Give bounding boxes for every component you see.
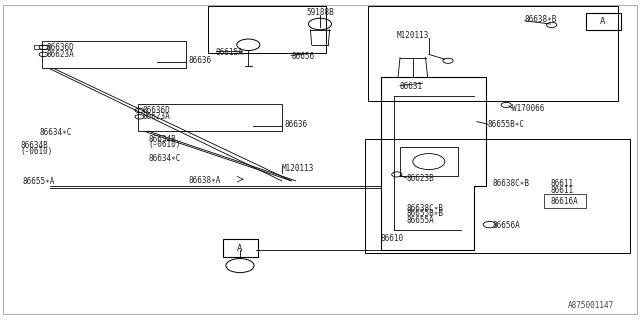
- Bar: [368, 6, 618, 101]
- Text: 86638∗A: 86638∗A: [189, 176, 221, 185]
- Text: 86634B: 86634B: [148, 135, 176, 144]
- Text: 86631: 86631: [400, 82, 423, 91]
- Text: 86610: 86610: [381, 234, 404, 243]
- Text: 86655A: 86655A: [406, 216, 434, 225]
- Text: 86636: 86636: [189, 56, 212, 65]
- Text: A875001147: A875001147: [568, 301, 614, 310]
- Text: 86638C∗B: 86638C∗B: [406, 204, 444, 212]
- Text: M120113: M120113: [397, 31, 429, 40]
- Text: 86655B∗B: 86655B∗B: [406, 209, 444, 218]
- Bar: [223, 239, 258, 257]
- Text: W170066: W170066: [512, 104, 545, 113]
- Text: 59188B: 59188B: [306, 8, 334, 17]
- Bar: [400, 147, 458, 176]
- Text: 86655∗A: 86655∗A: [22, 177, 55, 186]
- Bar: [586, 13, 621, 30]
- Text: A: A: [237, 244, 243, 252]
- Text: 86638C∗B: 86638C∗B: [493, 180, 530, 188]
- Text: 86623B: 86623B: [406, 174, 434, 183]
- Bar: [208, 6, 326, 53]
- Text: 86634∗C: 86634∗C: [148, 154, 181, 163]
- Text: 86656A: 86656A: [493, 221, 520, 230]
- Bar: [138, 104, 282, 131]
- Text: (-0610): (-0610): [20, 147, 53, 156]
- Text: (-0610): (-0610): [148, 140, 181, 149]
- Text: 86623A: 86623A: [46, 50, 74, 59]
- Text: 86615A: 86615A: [216, 48, 243, 57]
- Text: 86634∗C: 86634∗C: [40, 128, 72, 137]
- Text: 86616A: 86616A: [550, 197, 578, 206]
- Text: 86636D: 86636D: [46, 43, 74, 52]
- Text: 86638∗B: 86638∗B: [525, 15, 557, 24]
- Text: M120113: M120113: [282, 164, 314, 172]
- Text: 86656: 86656: [291, 52, 314, 60]
- Text: 86634B: 86634B: [20, 141, 48, 150]
- Text: 86655B∗C: 86655B∗C: [488, 120, 525, 129]
- Text: 86623A: 86623A: [142, 112, 170, 121]
- Bar: [544, 194, 586, 208]
- Text: 86636D: 86636D: [142, 106, 170, 115]
- Bar: [34, 45, 49, 49]
- Bar: [42, 41, 186, 68]
- Text: 86636: 86636: [285, 120, 308, 129]
- Bar: [365, 139, 630, 253]
- Text: 86611: 86611: [550, 180, 573, 188]
- Text: A: A: [600, 17, 605, 26]
- Text: 86611: 86611: [550, 186, 573, 195]
